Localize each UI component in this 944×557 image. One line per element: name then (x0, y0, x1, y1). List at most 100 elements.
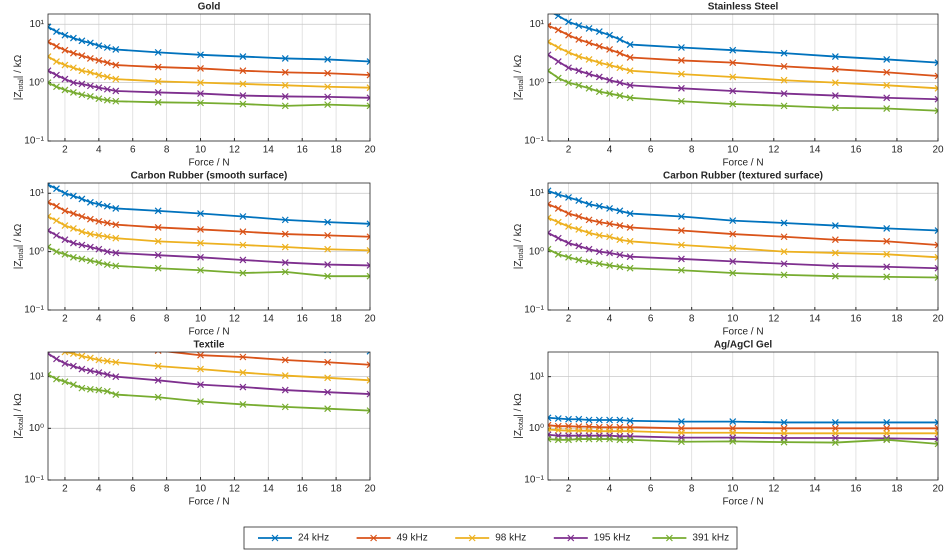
point-marker (585, 39, 593, 47)
point-marker (575, 197, 583, 204)
point-marker (565, 18, 572, 26)
point-marker (154, 77, 162, 85)
chart-title: Stainless Steel (708, 2, 779, 13)
point-marker (239, 383, 247, 391)
point-marker (548, 414, 552, 422)
point-marker (281, 386, 289, 394)
point-marker (48, 352, 52, 357)
point-marker (197, 253, 204, 261)
y-tick-label: 10⁻¹ (24, 475, 44, 486)
point-marker (677, 418, 685, 426)
point-marker (281, 403, 289, 411)
point-marker (197, 381, 204, 389)
point-marker (53, 346, 59, 352)
x-tick-label: 4 (96, 484, 102, 495)
axes-box (547, 351, 939, 481)
point-marker (883, 94, 891, 102)
point-marker (69, 381, 77, 389)
point-marker (103, 59, 111, 67)
point-marker (934, 95, 938, 103)
point-marker (606, 46, 614, 53)
x-tick-label: 8 (164, 145, 170, 156)
y-axis-label-part: |Z (513, 260, 524, 269)
point-marker (239, 401, 247, 408)
point-marker (883, 273, 891, 281)
point-marker (606, 233, 614, 241)
x-tick-label: 8 (689, 484, 695, 495)
point-marker (626, 94, 634, 102)
point-marker (366, 233, 370, 241)
x-tick-label: 12 (768, 314, 780, 325)
x-tick-label: 14 (809, 145, 821, 156)
point-marker (554, 426, 562, 434)
point-marker (86, 39, 94, 47)
point-marker (69, 253, 77, 261)
point-marker (883, 419, 891, 426)
chart-title: Carbon Rubber (textured surface) (663, 171, 823, 182)
point-marker (554, 234, 562, 242)
point-marker (324, 261, 332, 269)
point-marker (69, 352, 77, 357)
y-axis-label-part: |Z (13, 91, 24, 100)
x-tick-label: 4 (96, 314, 102, 325)
point-marker (112, 358, 120, 366)
x-tick-label: 14 (809, 314, 821, 325)
point-marker (565, 48, 572, 56)
point-marker (239, 269, 247, 277)
x-tick-label: 18 (891, 484, 903, 495)
point-marker (103, 85, 111, 93)
point-marker (86, 68, 94, 76)
point-marker (154, 376, 162, 384)
x-tick-label: 14 (809, 484, 821, 495)
x-tick-label: 2 (62, 484, 68, 495)
point-marker (86, 54, 94, 62)
y-axis-label-part: |Z (13, 430, 24, 439)
point-marker (112, 262, 120, 270)
x-tick-label: 16 (297, 484, 309, 495)
point-marker (324, 218, 332, 226)
point-marker (239, 228, 247, 236)
point-marker (554, 191, 562, 199)
point-marker (831, 249, 839, 257)
point-marker (197, 266, 204, 274)
x-tick-label: 12 (768, 484, 780, 495)
point-marker (626, 436, 634, 444)
point-marker (831, 53, 839, 60)
y-tick-label: 10⁻¹ (524, 305, 544, 316)
point-marker (934, 419, 938, 426)
point-marker (366, 262, 370, 269)
point-marker (585, 216, 593, 224)
point-marker (883, 436, 891, 444)
point-marker (281, 243, 289, 251)
plot-marks (48, 23, 370, 110)
x-tick-label: 6 (648, 484, 654, 495)
series-line (163, 352, 370, 366)
point-marker (934, 59, 938, 67)
y-tick-label: 10¹ (530, 371, 545, 382)
point-marker (595, 416, 603, 424)
point-marker (103, 44, 111, 51)
point-marker (53, 248, 60, 256)
point-marker (595, 202, 603, 210)
point-marker (112, 87, 120, 95)
x-tick-label: 2 (566, 484, 572, 495)
point-marker (61, 46, 69, 54)
point-marker (69, 239, 77, 247)
point-marker (729, 244, 737, 252)
x-tick-label: 8 (689, 145, 695, 156)
point-marker (154, 264, 162, 272)
y-axis-label-part: | / kΩ (513, 54, 524, 78)
point-marker (677, 57, 685, 64)
point-marker (883, 68, 891, 76)
point-marker (112, 46, 120, 53)
point-marker (61, 31, 69, 39)
point-marker (112, 205, 120, 212)
point-marker (48, 53, 52, 60)
point-marker (575, 242, 583, 250)
point-marker (324, 69, 332, 77)
point-marker (550, 14, 551, 15)
point-marker (324, 388, 332, 396)
point-marker (883, 424, 891, 432)
point-marker (616, 427, 624, 435)
